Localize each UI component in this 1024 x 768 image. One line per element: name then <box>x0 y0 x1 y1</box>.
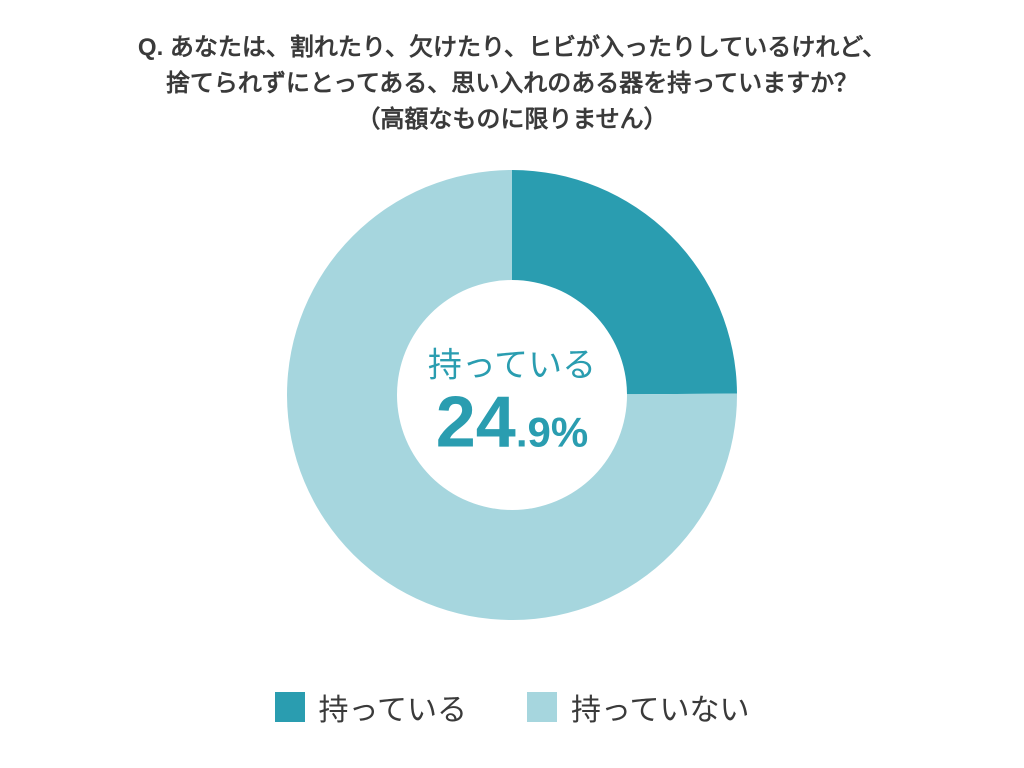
center-value-big: 24 <box>436 382 516 462</box>
donut-chart: 持っている 24.9% <box>287 170 737 625</box>
center-label-text: 持っている <box>428 337 596 386</box>
question-line-3: （高額なものに限りません） <box>0 102 1024 138</box>
legend-label-0: 持っている <box>319 685 468 729</box>
center-label-value: 24.9% <box>428 386 596 458</box>
legend-item-1: 持っていない <box>527 685 750 729</box>
center-value-small: .9% <box>516 408 588 455</box>
question-line-1: Q. あなたは、割れたり、欠けたり、ヒビが入ったりしているけれど、 <box>0 30 1024 66</box>
legend: 持っている 持っていない <box>0 685 1024 729</box>
legend-item-0: 持っている <box>275 685 468 729</box>
question-text: Q. あなたは、割れたり、欠けたり、ヒビが入ったりしているけれど、 捨てられずに… <box>0 30 1024 138</box>
legend-label-1: 持っていない <box>571 685 750 729</box>
donut-center-label: 持っている 24.9% <box>428 337 596 458</box>
donut-chart-container: 持っている 24.9% <box>0 170 1024 625</box>
legend-swatch-1 <box>527 692 557 722</box>
legend-swatch-0 <box>275 692 305 722</box>
question-line-2: 捨てられずにとってある、思い入れのある器を持っていますか？ <box>0 66 1024 102</box>
